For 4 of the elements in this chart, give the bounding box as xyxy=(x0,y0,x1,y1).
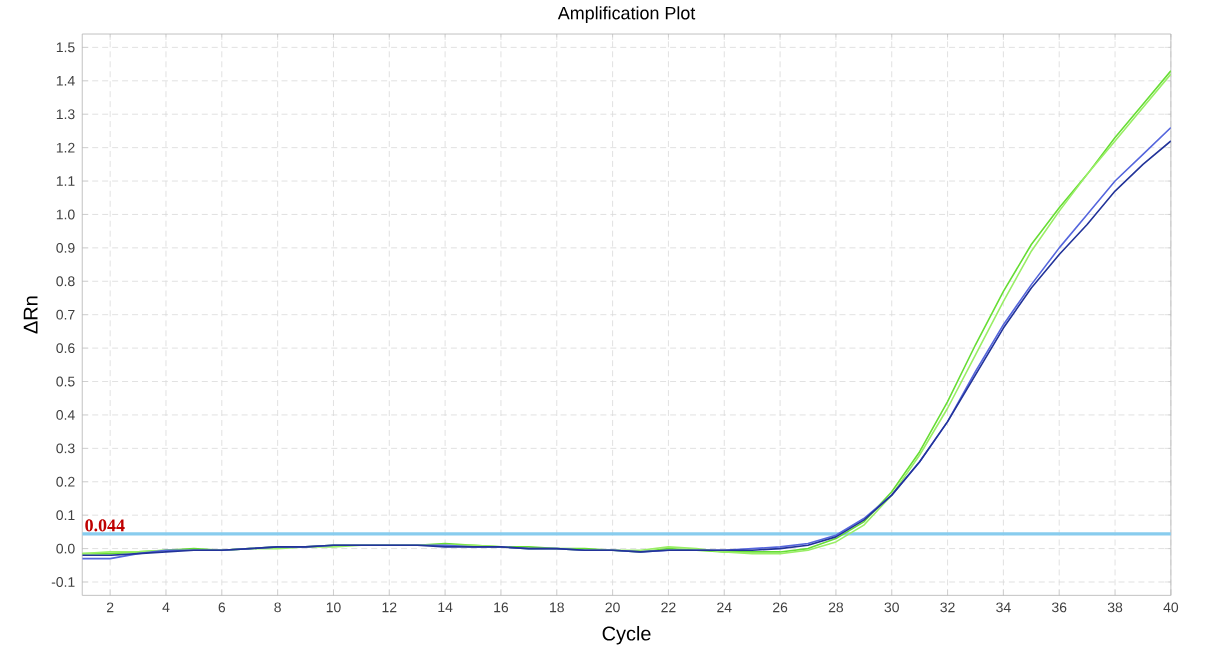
y-axis-title: ΔRn xyxy=(23,296,38,334)
x-axis-title: Cycle xyxy=(602,625,651,645)
ref-line-label: 0.044 xyxy=(85,519,125,532)
chart-title: Amplification Plot xyxy=(557,5,696,23)
